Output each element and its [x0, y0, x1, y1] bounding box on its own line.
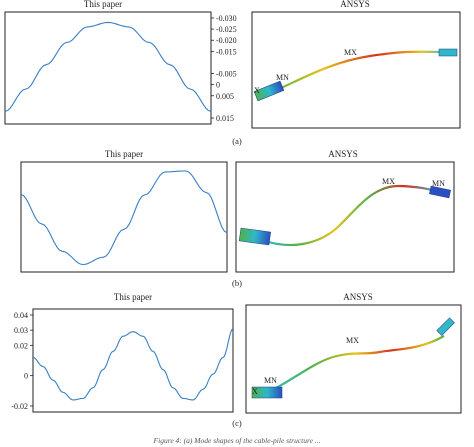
chart-c-title: This paper: [114, 292, 152, 302]
ansys-a-pile-top: [438, 48, 458, 57]
y-tick-label: 0.03: [14, 326, 28, 335]
panel-c-label: (c): [232, 418, 242, 428]
chart-a-frame: [4, 11, 212, 125]
panel-a: This paper -0.030 -0.025 -0.020 -0.015 -0.00…: [4, 0, 461, 146]
y-tick-label: 0.015: [216, 114, 234, 123]
ansys-a-frame: [251, 11, 461, 129]
y-tick-label: -0.030: [216, 14, 237, 23]
ansys-c-frame: [245, 304, 462, 414]
panel-c: This paper 0.04 0.03 0.02 0 -0.02 ANSYS MN X…: [11, 292, 462, 428]
y-tick-label: 0: [216, 81, 220, 90]
figure-canvas: This paper -0.030-0.025-0.020-0.015-0.00…: [4, 0, 462, 428]
ansys-a-x-label: X: [254, 86, 260, 95]
y-tick-label: -0.015: [216, 47, 237, 56]
panel-b: This paper ANSYS MX MN (b): [20, 149, 455, 288]
ansys-b-cable: [261, 184, 441, 247]
y-tick-label: 0.02: [14, 341, 28, 350]
chart-b-title: This paper: [105, 149, 143, 159]
figure-caption: Figure 4: (a) Mode shapes of the cable-p…: [153, 436, 321, 445]
chart-c-frame: [32, 308, 234, 413]
chart-c-y-axis: 0.04 0.03 0.02 0 -0.02: [11, 311, 33, 411]
ansys-a-cable: [269, 50, 449, 95]
chart-b-frame: [20, 161, 228, 273]
ansys-c-mn-label: MN: [264, 376, 277, 385]
ansys-a-mx-label: MX: [344, 48, 357, 57]
chart-c-series-line: [32, 328, 234, 401]
y-tick-label: -0.02: [11, 402, 28, 411]
ansys-b-mx-label: MX: [382, 177, 395, 186]
ansys-b-pile-bottom: [238, 227, 271, 246]
ansys-a-title: ANSYS: [340, 0, 370, 9]
ansys-c-pile-top: [436, 317, 455, 336]
ansys-a-mn-label: MN: [276, 73, 289, 82]
chart-b-series-line: [20, 170, 228, 266]
chart-a-y-axis: -0.030 -0.025 -0.020 -0.015 -0.005 0 0.005 0.01…: [211, 14, 237, 123]
ansys-a-pile-bottom: [253, 80, 285, 102]
ansys-c-mx-label: MX: [346, 336, 359, 345]
ansys-b-frame: [235, 161, 455, 273]
y-tick-label: -0.005: [216, 70, 237, 79]
panel-b-label: (b): [232, 278, 242, 288]
chart-a-series-line: [4, 21, 212, 112]
y-tick-label: 0.04: [14, 311, 28, 320]
y-tick-label: -0.020: [216, 36, 237, 45]
y-tick-label: 0.005: [216, 92, 234, 101]
y-tick-label: 0: [24, 372, 28, 381]
ansys-b-mn-label: MN: [432, 179, 445, 188]
ansys-b-pile-top: [429, 185, 451, 199]
ansys-c-pile-bottom: [251, 386, 283, 399]
ansys-b-title: ANSYS: [328, 149, 358, 159]
ansys-c-x-label: X: [252, 387, 258, 396]
ansys-c-title: ANSYS: [343, 292, 373, 302]
y-tick-label: -0.025: [216, 25, 237, 34]
ansys-c-cable: [267, 335, 445, 394]
chart-a-title: This paper: [84, 0, 122, 9]
panel-a-label: (a): [232, 136, 242, 146]
